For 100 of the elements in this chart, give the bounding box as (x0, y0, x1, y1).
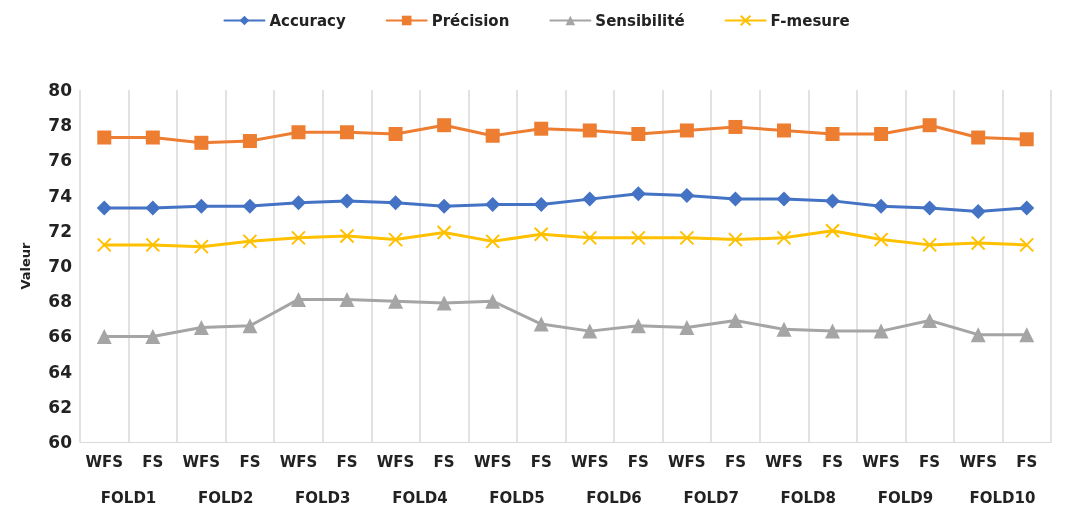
point (145, 200, 161, 216)
point (1019, 200, 1035, 216)
y-tick-label: 62 (48, 396, 72, 417)
text: FOLD8 (780, 488, 836, 507)
point (290, 291, 306, 307)
y-tick-label: 72 (48, 220, 72, 241)
y-tick-label: 80 (48, 80, 73, 100)
point (388, 195, 404, 211)
point (873, 232, 889, 248)
point (388, 127, 403, 141)
x-tick-label: WFS (182, 452, 221, 471)
point (630, 230, 646, 246)
point (339, 193, 355, 209)
point (825, 323, 841, 339)
point (242, 318, 258, 334)
text: FOLD2 (197, 488, 254, 507)
point (679, 188, 695, 204)
point (193, 239, 209, 255)
point (1019, 237, 1035, 253)
point (873, 323, 889, 339)
point (825, 223, 841, 239)
point (582, 230, 598, 246)
point (145, 328, 161, 344)
point (679, 320, 695, 336)
point (727, 232, 743, 248)
point (874, 127, 889, 141)
x-tick-label: FS (336, 452, 358, 471)
x-tick-label: WFS (473, 452, 512, 471)
legend-label: F-mesure (770, 11, 850, 30)
x-tick-label: WFS (765, 452, 803, 471)
x-tick-label: WFS (85, 452, 124, 471)
y-axis-title: Valeur (18, 241, 33, 290)
x-tick-label: FS (919, 452, 941, 471)
point (1019, 132, 1034, 147)
y-tick-label: 70 (48, 256, 73, 276)
point (437, 118, 452, 133)
point (922, 237, 938, 253)
point (242, 233, 258, 249)
point (145, 130, 160, 145)
text: FOLD10 (969, 488, 1036, 507)
point (582, 191, 598, 207)
point (970, 327, 986, 343)
point (485, 128, 500, 143)
point (145, 237, 161, 253)
point (776, 230, 792, 246)
point (339, 228, 355, 244)
point (727, 313, 743, 329)
x-tick-label: WFS (279, 452, 318, 471)
legend-label: Accuracy (269, 11, 346, 30)
y-tick-label: 64 (48, 361, 73, 382)
text: FOLD5 (489, 488, 545, 507)
point (970, 203, 986, 219)
x-tick-label: FS (627, 452, 649, 471)
text: FOLD4 (392, 488, 448, 507)
point (96, 200, 112, 216)
x-tick-label: WFS (570, 452, 609, 471)
point (533, 316, 549, 332)
x-tick-label: FS (1016, 452, 1038, 471)
x-tick-label: WFS (959, 452, 997, 471)
point (582, 123, 597, 138)
point (776, 191, 792, 207)
point (97, 130, 112, 145)
point (971, 130, 986, 145)
point (339, 291, 355, 307)
point (825, 193, 841, 209)
text: FOLD7 (683, 488, 739, 507)
x-tick-label: FS (433, 452, 455, 471)
point (873, 198, 889, 214)
point (533, 226, 549, 242)
point (290, 195, 306, 211)
point (290, 230, 306, 246)
point (291, 125, 306, 140)
x-tick-label: WFS (862, 452, 900, 471)
point (242, 134, 257, 149)
x-tick-label: FS (239, 452, 261, 471)
point (485, 233, 501, 249)
point (825, 127, 840, 141)
point (970, 235, 986, 251)
y-tick-label: 78 (48, 115, 72, 136)
point (485, 196, 501, 212)
y-tick-label: 76 (48, 150, 72, 171)
point (242, 198, 258, 214)
x-tick-label: WFS (668, 452, 706, 471)
y-tick-label: 60 (48, 432, 73, 452)
point (534, 121, 549, 136)
text: FOLD3 (295, 488, 351, 507)
x-tick-label: WFS (376, 452, 415, 471)
y-tick-label: 68 (48, 291, 72, 312)
legend-label: Sensibilité (595, 11, 685, 30)
point (193, 320, 209, 336)
point (436, 198, 452, 214)
point (679, 123, 694, 138)
point (1019, 327, 1035, 343)
point (776, 123, 791, 138)
point (533, 196, 549, 212)
x-tick-label: FS (821, 452, 844, 471)
point (194, 135, 209, 150)
point (340, 125, 355, 140)
y-tick-label: 74 (48, 185, 73, 206)
text: FOLD9 (877, 488, 934, 507)
